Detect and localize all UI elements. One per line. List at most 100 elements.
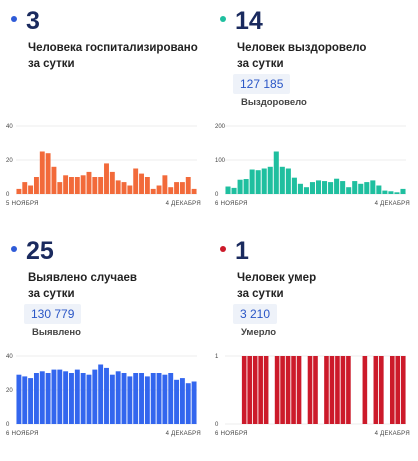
hospitalized-y-tick-label: 20 bbox=[6, 158, 13, 164]
recovered-bar bbox=[303, 187, 309, 194]
detected-bar bbox=[74, 369, 80, 424]
detected-bar bbox=[133, 373, 139, 424]
deaths-bar bbox=[346, 356, 351, 424]
deaths-count: 1 bbox=[235, 237, 249, 265]
deaths-bar bbox=[379, 356, 384, 424]
hospitalized-bar bbox=[16, 188, 22, 194]
detected-end-date-label: 4 ДЕКАБРЯ bbox=[166, 431, 201, 437]
recovered-bar bbox=[328, 182, 334, 194]
hospitalized-bar bbox=[127, 185, 133, 194]
hospitalized-bar bbox=[104, 163, 109, 194]
detected-bar bbox=[69, 373, 74, 424]
detected-y-tick-label: 20 bbox=[6, 388, 13, 394]
deaths-bar bbox=[274, 356, 280, 424]
detected-description: Выявлено случаев за сутки bbox=[28, 270, 203, 302]
deaths-bar bbox=[241, 356, 247, 424]
hospitalized-bar bbox=[179, 182, 185, 194]
hospitalized-bar bbox=[191, 188, 197, 194]
hospitalized-y-tick-label: 40 bbox=[6, 124, 13, 130]
hospitalized-bar bbox=[144, 177, 150, 194]
recovered-bar bbox=[297, 183, 303, 194]
recovered-bar bbox=[322, 181, 328, 194]
hospitalized-bar bbox=[86, 171, 92, 194]
deaths-bar bbox=[252, 356, 258, 424]
recovered-bar bbox=[273, 151, 279, 194]
recovered-bar bbox=[231, 187, 237, 194]
detected-bar bbox=[28, 378, 34, 424]
recovered-y-tick-label: 200 bbox=[215, 124, 226, 130]
detected-bar bbox=[156, 373, 162, 424]
hospitalized-bar bbox=[133, 168, 139, 194]
recovered-bar bbox=[255, 170, 261, 194]
detected-bar bbox=[39, 371, 45, 424]
recovered-bar bbox=[225, 186, 231, 194]
deaths-bar bbox=[335, 356, 340, 424]
detected-panel: 25 Выявлено случаев за сутки 130 779 Выя… bbox=[0, 230, 209, 460]
hospitalized-y-tick-label: 0 bbox=[6, 192, 10, 198]
detected-bar bbox=[115, 371, 121, 424]
recovered-bar bbox=[291, 177, 297, 194]
recovered-description-line2: за сутки bbox=[237, 58, 284, 70]
detected-chart: 0 20 40 6 НОЯБРЯ 4 ДЕКАБРЯ bbox=[6, 354, 201, 437]
detected-start-date-label: 6 НОЯБРЯ bbox=[6, 431, 39, 437]
hospitalized-bar bbox=[92, 177, 98, 194]
detected-bar bbox=[168, 373, 174, 424]
recovered-bar bbox=[315, 180, 322, 194]
deaths-end-date-label: 4 ДЕКАБРЯ bbox=[375, 431, 410, 437]
recovered-bar bbox=[243, 179, 249, 194]
recovered-bar bbox=[309, 182, 316, 194]
detected-bar bbox=[162, 374, 168, 424]
deaths-bar bbox=[247, 356, 252, 424]
recovered-end-date-label: 4 ДЕКАБРЯ bbox=[375, 201, 410, 207]
deaths-description-line1: Человек умер bbox=[237, 272, 317, 284]
recovered-y-tick-label: 100 bbox=[215, 158, 226, 164]
recovered-bar bbox=[394, 192, 400, 194]
recovered-bar bbox=[285, 168, 291, 194]
hospitalized-bar bbox=[139, 173, 144, 194]
deaths-start-date-label: 6 НОЯБРЯ bbox=[215, 431, 248, 437]
deaths-bar bbox=[395, 356, 401, 424]
hospitalized-dot-icon bbox=[11, 16, 17, 22]
recovered-bar bbox=[364, 182, 370, 194]
hospitalized-bar bbox=[51, 166, 57, 194]
recovered-bar bbox=[340, 181, 346, 194]
deaths-bar bbox=[362, 356, 368, 424]
deaths-bar bbox=[324, 356, 329, 424]
detected-bar bbox=[51, 369, 57, 424]
detected-description-line1: Выявлено случаев bbox=[28, 272, 137, 284]
detected-bar bbox=[92, 369, 98, 424]
detected-bar bbox=[33, 373, 39, 424]
recovered-bar bbox=[370, 180, 376, 194]
recovered-description: Человек выздоровело за сутки bbox=[237, 40, 412, 72]
hospitalized-description-line2: за сутки bbox=[28, 58, 75, 70]
recovered-total-label: Выздоровело bbox=[241, 97, 307, 108]
deaths-bar bbox=[285, 356, 291, 424]
hospitalized-bar bbox=[39, 151, 45, 194]
hospitalized-bar bbox=[185, 177, 191, 194]
hospitalized-bar bbox=[109, 171, 115, 194]
detected-total-label: Выявлено bbox=[32, 327, 81, 338]
recovered-bar bbox=[346, 187, 352, 194]
hospitalized-bar bbox=[57, 182, 63, 194]
detected-bar bbox=[98, 364, 104, 424]
deaths-chart: 0 1 6 НОЯБРЯ 4 ДЕКАБРЯ bbox=[215, 354, 410, 437]
deaths-bar bbox=[329, 356, 335, 424]
detected-y-tick-label: 40 bbox=[6, 354, 13, 360]
deaths-bar bbox=[307, 356, 313, 424]
recovered-chart: 0 100 200 6 НОЯБРЯ 4 ДЕКАБРЯ bbox=[215, 124, 410, 207]
recovered-bar bbox=[261, 168, 267, 194]
recovered-y-tick-label: 0 bbox=[215, 192, 219, 198]
deaths-bar bbox=[258, 356, 263, 424]
hospitalized-bar bbox=[174, 182, 180, 194]
hospitalized-bar bbox=[98, 177, 104, 194]
deaths-bar bbox=[291, 356, 296, 424]
recovered-panel: 14 Человек выздоровело за сутки 127 185 … bbox=[209, 0, 418, 230]
deaths-bar bbox=[313, 356, 318, 424]
recovered-bar bbox=[352, 181, 358, 194]
hospitalized-bar bbox=[162, 175, 168, 194]
recovered-description-line1: Человек выздоровело bbox=[237, 42, 367, 54]
deaths-bar bbox=[296, 356, 302, 424]
hospitalized-start-date-label: 5 НОЯБРЯ bbox=[6, 201, 39, 207]
detected-y-tick-label: 0 bbox=[6, 422, 10, 428]
hospitalized-bar bbox=[74, 177, 80, 194]
